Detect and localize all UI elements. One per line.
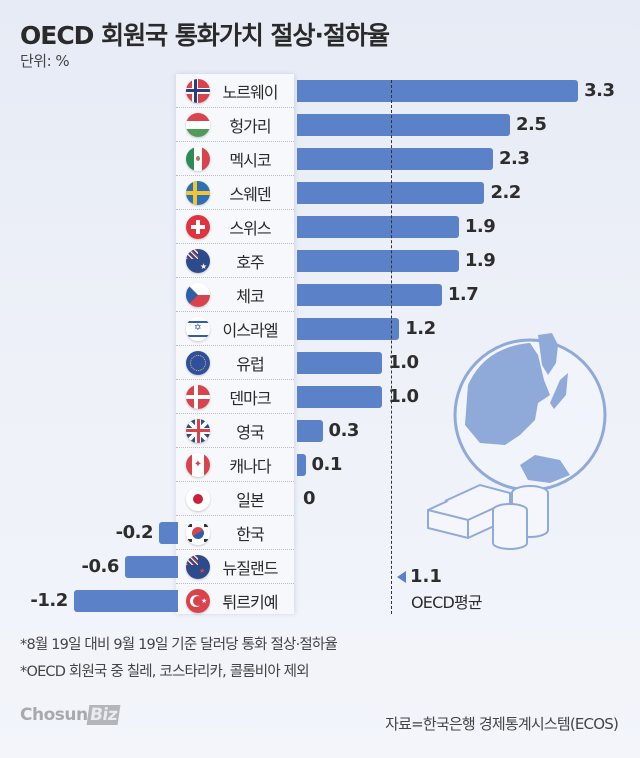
bar [297,386,383,408]
bar [297,216,459,238]
country-label: 한국 [176,516,294,550]
uk-flag-icon [186,418,210,443]
korea-flag-icon [186,520,210,545]
bar [297,454,306,476]
country-name: 덴마크 [229,388,271,408]
country-label: 헝가리 [176,108,294,142]
country-name: 노르웨이 [222,82,279,102]
bar-value-label: -0.6 [81,556,120,577]
bar-value-label: 1.9 [464,250,496,271]
country-label: 영국 [176,414,294,448]
country-name: 스웨덴 [229,184,271,204]
country-label: ✦ 캐나다 [176,448,294,482]
turkey-flag-icon: ★ [186,589,210,613]
switzerland-flag-icon [186,214,210,239]
country-label: 유럽 [176,346,294,380]
bar [73,590,178,612]
bar-value-label: 0 [303,488,316,509]
bar-value-label: 1.2 [405,318,436,339]
bar-value-label: 1.0 [388,386,419,407]
country-label: 스웨덴 [176,176,294,210]
country-label: ★ 호주 [176,244,294,278]
oecd-average-marker: 1.1 [397,566,442,587]
canada-flag-icon: ✦ [186,452,210,477]
globe-money-illustration [427,333,607,550]
bar-value-label: 1.9 [464,216,496,237]
country-name: 튀르키예 [222,593,279,612]
chart-title: OECD 회원국 통화가치 절상·절하율 [20,21,390,50]
country-label: 노르웨이 [176,74,294,108]
country-label: 덴마크 [176,380,294,414]
country-name: 스위스 [229,218,271,238]
data-source: 자료=한국은행 경제통계시스템(ECOS) [385,715,619,733]
country-label: ★ 튀르키예 [176,584,294,618]
bar [124,556,178,578]
bar [297,114,510,136]
bar [297,352,383,374]
denmark-flag-icon [186,384,210,409]
mexico-flag-icon [186,146,210,171]
oecd-average-value: 1.1 [410,566,442,587]
bar [297,182,485,204]
bar [158,522,178,544]
bar [297,148,493,170]
country-name: 호주 [236,252,264,272]
country-name: 한국 [236,524,264,544]
israel-flag-icon: ✡ [186,316,210,341]
country-name: 헝가리 [229,116,271,136]
country-name: 멕시코 [229,150,271,170]
newzealand-flag-icon: ★ [186,554,210,579]
oecd-average-label: OECD평균 [411,593,483,612]
bar [297,318,400,340]
unit-label: 단위: % [20,52,70,70]
bar-value-label: -0.2 [115,522,154,543]
hungary-flag-icon [186,112,210,137]
country-label: ★ 뉴질랜드 [176,550,294,584]
bar-value-label: 2.3 [498,148,530,169]
bar [297,80,579,102]
bar-value-label: 2.5 [516,114,547,135]
country-name: 캐나다 [229,456,271,476]
czech-flag-icon [186,282,210,307]
country-name: 일본 [236,490,264,510]
bar-value-label: 1.7 [447,284,479,305]
bar-value-label: -1.2 [30,590,68,611]
footnote-1: *8월 19일 대비 9월 19일 기준 달러당 통화 절상·절하율 [20,637,338,653]
country-label: 멕시코 [176,142,294,176]
australia-flag-icon: ★ [186,248,210,273]
bar-value-label: 0.3 [328,420,360,441]
japan-flag-icon [186,486,210,511]
triangle-left-icon [397,570,406,583]
country-label: ✡ 이스라엘 [176,312,294,346]
bar-value-label: 1.0 [388,352,419,373]
bar [297,284,442,306]
country-name: 영국 [236,422,264,442]
footnote-2: *OECD 회원국 중 칠레, 코스타리카, 콜롬비아 제외 [20,664,310,680]
bar [297,420,323,442]
oecd-average-line [391,80,392,614]
country-label: 스위스 [176,210,294,244]
country-name: 이스라엘 [222,320,279,340]
bar-value-label: 3.3 [584,80,615,101]
country-label: 체코 [176,278,294,312]
bar [297,250,459,272]
chosunbiz-logo: ChosunBiz [20,705,121,725]
sweden-flag-icon [186,180,210,205]
bar-value-label: 2.2 [490,182,521,203]
eu-flag-icon [186,350,210,375]
country-label: 일본 [176,482,294,516]
country-name: 뉴질랜드 [222,558,279,578]
country-name: 체코 [236,286,264,306]
country-name: 유럽 [236,354,264,374]
norway-flag-icon [186,78,210,103]
bar-value-label: 0.1 [311,454,343,475]
